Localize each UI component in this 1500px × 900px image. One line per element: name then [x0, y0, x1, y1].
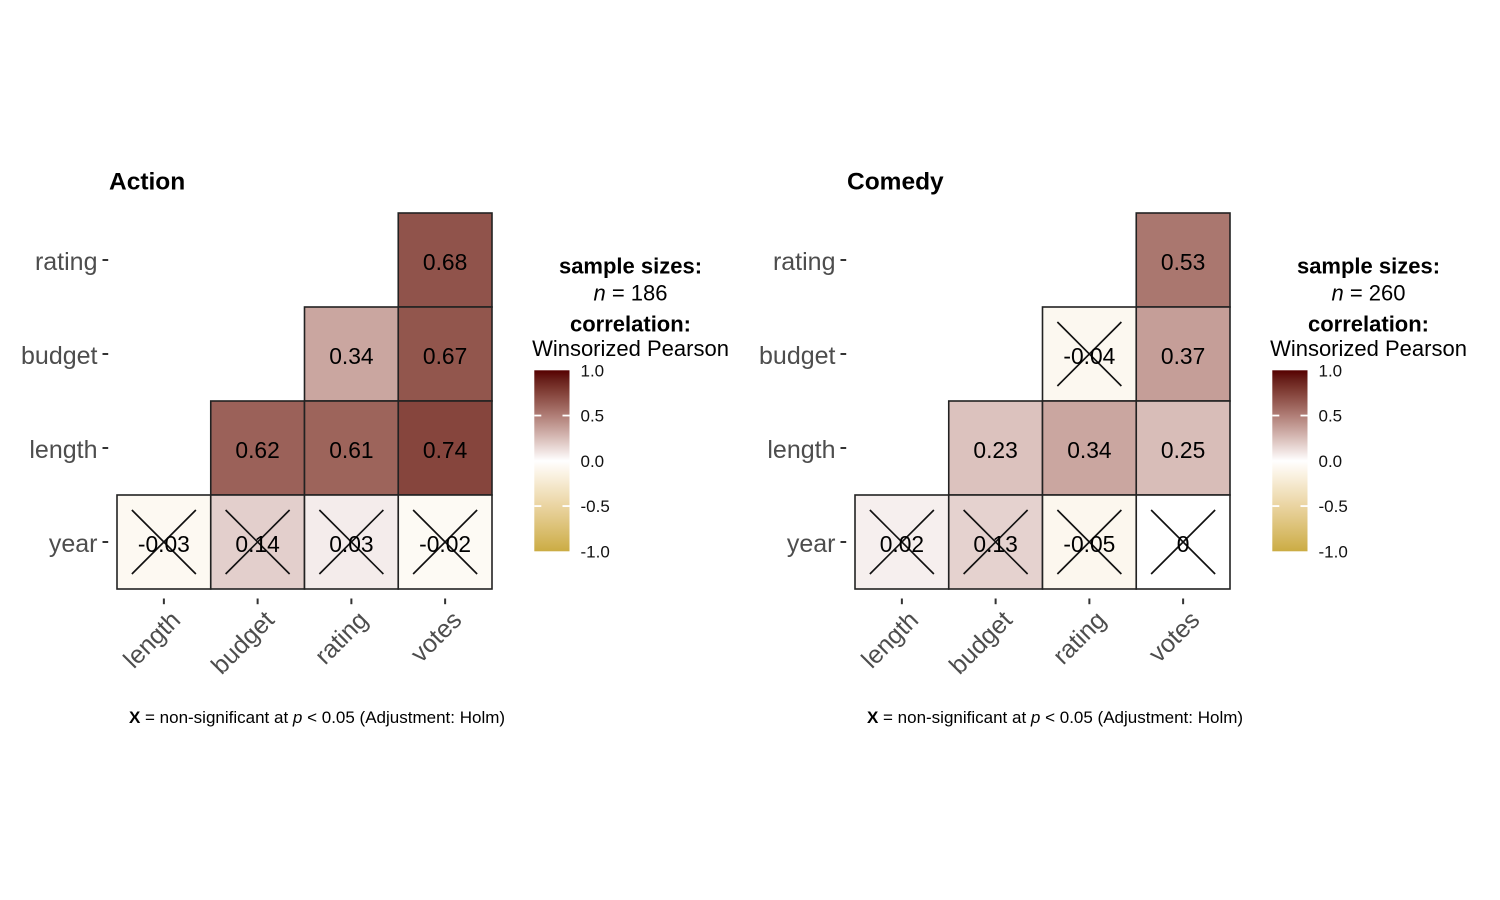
- svg-text:rating: rating: [35, 248, 98, 276]
- svg-text:-0.04: -0.04: [1063, 343, 1115, 369]
- svg-text:correlation:: correlation:: [1308, 311, 1429, 336]
- svg-text:budget: budget: [21, 342, 98, 370]
- svg-text:0.5: 0.5: [581, 407, 605, 426]
- svg-text:0.37: 0.37: [1161, 343, 1205, 369]
- svg-text:0.61: 0.61: [329, 437, 373, 463]
- svg-text:-0.5: -0.5: [581, 497, 610, 516]
- svg-text:1.0: 1.0: [581, 361, 605, 380]
- svg-text:0.0: 0.0: [1319, 452, 1343, 471]
- svg-text:budget: budget: [759, 342, 836, 370]
- svg-text:0.68: 0.68: [423, 249, 467, 275]
- svg-text:-0.05: -0.05: [1063, 531, 1115, 557]
- svg-text:0.23: 0.23: [973, 437, 1017, 463]
- svg-text:0: 0: [1177, 531, 1190, 557]
- svg-text:-0.02: -0.02: [419, 531, 471, 557]
- svg-text:-1.0: -1.0: [1319, 542, 1348, 561]
- svg-text:0.0: 0.0: [581, 452, 605, 471]
- svg-text:year: year: [787, 530, 836, 558]
- svg-text:0.14: 0.14: [235, 531, 280, 557]
- svg-text:1.0: 1.0: [1319, 361, 1343, 380]
- svg-text:0.03: 0.03: [329, 531, 373, 557]
- svg-text:rating: rating: [773, 248, 836, 276]
- svg-text:0.34: 0.34: [1067, 437, 1112, 463]
- svg-text:Winsorized Pearson: Winsorized Pearson: [1270, 336, 1467, 361]
- svg-text:sample sizes:: sample sizes:: [559, 253, 702, 278]
- svg-text:Comedy: Comedy: [847, 169, 944, 196]
- svg-text:sample sizes:: sample sizes:: [1297, 253, 1440, 278]
- svg-text:n = 260: n = 260: [1331, 281, 1405, 306]
- svg-text:0.74: 0.74: [423, 437, 468, 463]
- svg-text:Action: Action: [109, 169, 185, 196]
- svg-text:0.67: 0.67: [423, 343, 467, 369]
- svg-text:year: year: [49, 530, 98, 558]
- svg-text:0.62: 0.62: [235, 437, 279, 463]
- svg-text:-0.03: -0.03: [138, 531, 190, 557]
- svg-text:X = non-significant at p < 0.0: X = non-significant at p < 0.05 (Adjustm…: [129, 708, 505, 727]
- svg-text:Winsorized Pearson: Winsorized Pearson: [532, 336, 729, 361]
- svg-text:-0.5: -0.5: [1319, 497, 1348, 516]
- svg-text:n = 186: n = 186: [593, 281, 667, 306]
- svg-text:0.34: 0.34: [329, 343, 374, 369]
- svg-text:0.5: 0.5: [1319, 407, 1343, 426]
- svg-text:0.02: 0.02: [880, 531, 924, 557]
- svg-text:length: length: [29, 436, 97, 464]
- svg-text:0.13: 0.13: [973, 531, 1017, 557]
- svg-text:X = non-significant at p < 0.0: X = non-significant at p < 0.05 (Adjustm…: [867, 708, 1243, 727]
- svg-text:length: length: [767, 436, 835, 464]
- svg-text:0.25: 0.25: [1161, 437, 1205, 463]
- svg-text:0.53: 0.53: [1161, 249, 1205, 275]
- svg-text:-1.0: -1.0: [581, 542, 610, 561]
- svg-text:correlation:: correlation:: [570, 311, 691, 336]
